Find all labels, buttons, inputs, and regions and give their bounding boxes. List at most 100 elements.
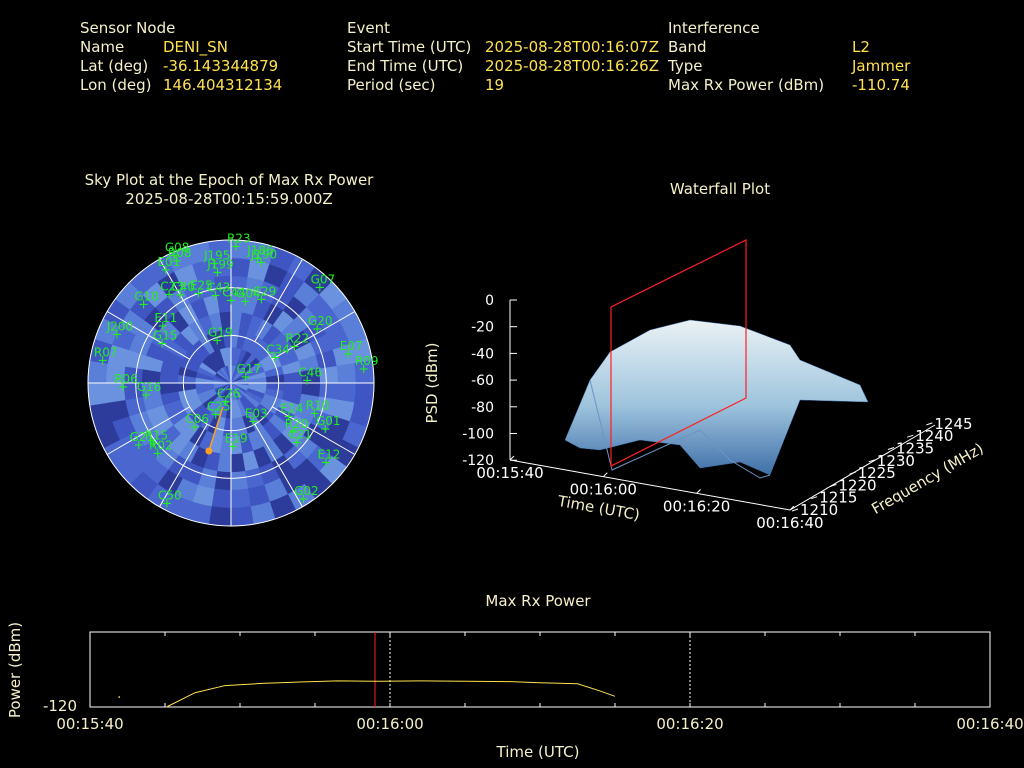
waterfall-freq-tick-label: 1220: [838, 476, 876, 494]
sensor-title: Sensor Node: [80, 19, 176, 37]
waterfall-time-axis: [509, 459, 791, 511]
event-start-label: Start Time (UTC): [347, 38, 472, 56]
power-y-label: Power (dBm): [6, 622, 24, 718]
waterfall-surface: [564, 319, 869, 476]
sky-satellite-marker: +: [152, 447, 163, 462]
waterfall-freq-tick: [907, 434, 914, 438]
waterfall-freq-axis: [789, 424, 936, 511]
interference-power-label: Max Rx Power (dBm): [668, 76, 825, 94]
sky-satellite-label: J200: [106, 320, 133, 334]
sky-satellite-marker: +: [212, 266, 223, 281]
sky-satellite-marker: +: [175, 288, 186, 303]
sky-satellite-marker: +: [252, 252, 263, 267]
sky-satellite-label: J186: [246, 244, 273, 258]
sky-satellite-label: E03: [245, 407, 268, 421]
sky-satellite-label: C26: [217, 386, 241, 400]
sky-satellite-marker: +: [230, 239, 241, 254]
sky-satellite-label: C23: [160, 279, 184, 293]
sky-satellite-label: E07: [340, 339, 363, 353]
sky-satellite-marker: +: [314, 281, 325, 296]
sky-satellite-marker: +: [240, 295, 251, 310]
waterfall-time-tick-label: 00:16:40: [756, 514, 823, 532]
sky-satellite-label: E11: [154, 311, 177, 325]
power-trace-dot: [118, 696, 120, 698]
sky-satellite-label: R23: [227, 231, 251, 245]
sky-satellite-label: C40: [171, 280, 195, 294]
waterfall-z-tick-label: -100: [462, 427, 494, 443]
waterfall-freq-tick: [887, 447, 895, 450]
waterfall-freq-tick-label: 1240: [915, 427, 953, 445]
sky-satellite-marker: +: [228, 440, 239, 455]
sensor-lon-value: 146.404312134: [163, 76, 283, 94]
sky-satellite-marker: +: [302, 373, 313, 388]
waterfall-freq-tick: [791, 508, 799, 512]
sky-satellite-marker: +: [309, 406, 320, 421]
waterfall-z-tick-label: -80: [471, 400, 494, 416]
sky-satellite-label: G21: [130, 430, 155, 444]
waterfall-title: Waterfall Plot: [669, 180, 771, 198]
sky-azimuth-spoke: [159, 424, 208, 508]
sky-satellite-marker: +: [157, 336, 168, 351]
sky-satellite-label: E25: [190, 278, 213, 292]
sky-satellite-marker: +: [97, 353, 108, 368]
interference-title: Interference: [668, 19, 760, 37]
sky-azimuth-spoke: [159, 258, 208, 342]
sky-satellite-marker: +: [141, 388, 152, 403]
waterfall-freq-tick-label: 1225: [858, 464, 896, 482]
sky-azimuth-spoke: [254, 258, 303, 342]
power-x-tick-label: 00:15:40: [56, 715, 123, 733]
sensor-lat-label: Lat (deg): [80, 57, 149, 75]
sky-satellite-label: G10: [134, 289, 159, 303]
sky-satellite-label: G20: [308, 314, 333, 328]
power-y-tick-label: -120: [43, 697, 77, 715]
waterfall-freq-tick: [868, 459, 875, 463]
sky-azimuth-spoke: [272, 406, 356, 455]
event-end-label: End Time (UTC): [347, 57, 464, 75]
sky-satellite-marker: +: [157, 319, 168, 334]
sky-satellite-marker: +: [210, 407, 221, 422]
waterfall-z-tick-label: -20: [471, 320, 494, 336]
power-x-tick-label: 00:16:00: [356, 715, 423, 733]
sky-highlight-line: [208, 406, 224, 452]
sky-satellite-marker: +: [193, 286, 204, 301]
sky-satellite-label: R10: [306, 398, 330, 412]
sky-satellite-label: E01: [157, 255, 180, 269]
sky-satellite-label: J195: [203, 248, 230, 262]
sky-satellite-marker: +: [358, 362, 369, 377]
waterfall-cursor-plane: [610, 239, 747, 467]
waterfall-freq-tick-label: 1215: [819, 489, 857, 507]
event-period-value: 19: [485, 76, 505, 94]
sky-azimuth-spoke: [272, 311, 356, 360]
sky-satellite-label: J190: [250, 248, 277, 262]
waterfall-freq-tick: [830, 483, 837, 487]
power-trace: [166, 680, 616, 708]
waterfall-time-tick: [509, 455, 515, 461]
interference-power-value: -110.74: [852, 76, 910, 94]
power-title: Max Rx Power: [485, 592, 591, 610]
event-title: Event: [347, 19, 390, 37]
sky-satellite-marker: +: [270, 351, 281, 366]
sky-satellite-marker: +: [312, 322, 323, 337]
sky-satellite-marker: +: [288, 425, 299, 440]
sky-satellite-marker: +: [160, 263, 171, 278]
sky-satellite-label: C34: [266, 343, 290, 357]
sky-satellite-label: G19: [208, 326, 233, 340]
sky-satellite-marker: +: [111, 328, 122, 343]
sky-satellite-label: G15: [153, 328, 178, 342]
event-end-value: 2025-08-28T00:16:26Z: [485, 57, 659, 75]
sky-satellite-marker: +: [289, 339, 300, 354]
sky-satellite-marker: +: [248, 415, 259, 430]
sky-satellite-marker: +: [256, 256, 267, 271]
sky-satellite-label: E12: [318, 448, 341, 462]
event-start-value: 2025-08-28T00:16:07Z: [485, 38, 659, 56]
sky-satellite-label: C29: [253, 284, 277, 298]
sky-satellite-label: G07: [311, 273, 336, 287]
waterfall-time-tick-label: 00:15:40: [476, 464, 543, 482]
sky-satellite-marker: +: [240, 370, 251, 385]
waterfall-freq-tick: [926, 422, 933, 426]
waterfall-time-tick: [789, 505, 795, 511]
sky-background: [87, 239, 375, 527]
sensor-lon-label: Lon (deg): [80, 76, 152, 94]
sky-satellite-label: R15: [145, 429, 169, 443]
sky-satellite-marker: +: [256, 292, 267, 307]
